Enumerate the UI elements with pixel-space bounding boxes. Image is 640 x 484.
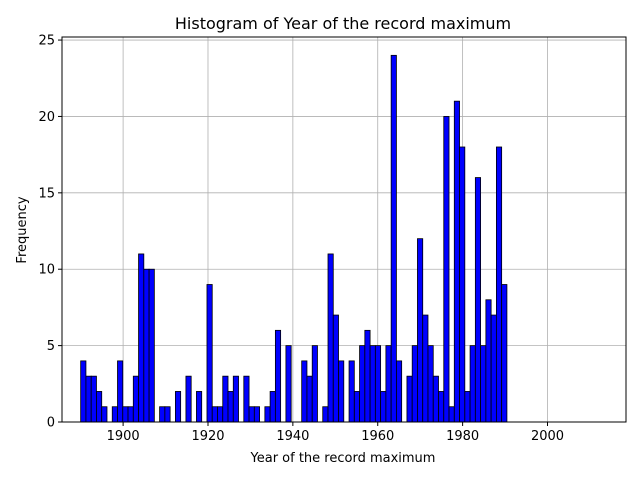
histogram-bar xyxy=(422,314,429,423)
histogram-bar xyxy=(380,391,387,423)
histogram-bar xyxy=(438,391,445,423)
x-tick-label: 1960 xyxy=(361,429,394,444)
histogram-bar xyxy=(480,345,487,423)
histogram-bar xyxy=(138,253,145,423)
histogram-bar xyxy=(474,177,482,423)
x-tick-label: 1940 xyxy=(276,429,309,444)
histogram-bar xyxy=(338,360,345,423)
histogram-bar xyxy=(390,54,397,423)
histogram-bar xyxy=(490,314,497,423)
histogram-bar xyxy=(464,391,471,423)
histogram-bar xyxy=(101,406,108,423)
histogram-bar xyxy=(96,391,103,423)
histogram-bar xyxy=(117,360,124,423)
histogram-bar xyxy=(211,406,218,423)
x-tick-label: 1900 xyxy=(107,429,140,444)
histogram-bar xyxy=(359,345,366,423)
x-tick-label: 2000 xyxy=(531,429,564,444)
histogram-bar xyxy=(495,146,503,423)
histogram-bar xyxy=(469,345,476,423)
histogram-bar xyxy=(411,345,418,423)
histogram-bar xyxy=(364,329,371,423)
histogram-bar xyxy=(306,375,313,423)
histogram-bar xyxy=(348,360,355,423)
histogram-bar xyxy=(311,345,318,423)
bars-layer xyxy=(80,54,508,423)
y-tick-label: 15 xyxy=(38,186,55,201)
histogram-bar xyxy=(90,375,97,423)
histogram-bar xyxy=(369,345,376,423)
histogram-bar xyxy=(443,116,450,423)
histogram-bar xyxy=(322,406,329,423)
x-tick-label: 1920 xyxy=(191,429,224,444)
histogram-bar xyxy=(264,406,271,423)
histogram-bar xyxy=(285,345,292,423)
histogram-bar xyxy=(227,391,234,423)
histogram-bar xyxy=(448,406,455,423)
histogram-bar xyxy=(417,238,424,423)
histogram-bar xyxy=(253,406,260,423)
histogram-bar xyxy=(353,391,360,423)
histogram-bar xyxy=(453,100,460,423)
y-tick-label: 25 xyxy=(38,34,55,49)
histogram-bar xyxy=(374,345,382,423)
histogram-bar xyxy=(122,406,129,423)
histogram-bar xyxy=(85,375,92,423)
histogram-bar xyxy=(459,146,466,423)
histogram-bar xyxy=(501,284,508,423)
histogram-bar xyxy=(301,360,308,423)
histogram-bar xyxy=(385,345,392,423)
y-tick-label: 10 xyxy=(38,263,55,278)
histogram-bar xyxy=(143,268,150,423)
histogram-bar xyxy=(148,268,155,423)
y-tick-label: 20 xyxy=(38,110,55,125)
histogram-bar xyxy=(243,375,250,423)
plot-frame xyxy=(61,36,627,423)
histogram-bar xyxy=(132,375,139,423)
histogram-bar xyxy=(485,299,492,423)
x-tick-label: 1980 xyxy=(446,429,479,444)
histogram-bar xyxy=(206,284,213,423)
histogram-bar xyxy=(396,360,403,423)
histogram-bar xyxy=(217,406,224,423)
histogram-bar xyxy=(274,329,282,423)
histogram-bar xyxy=(127,406,134,423)
histogram-bar xyxy=(269,391,276,423)
histogram-bar xyxy=(332,314,339,423)
y-tick-label: 0 xyxy=(47,416,55,431)
x-axis-label: Year of the record maximum xyxy=(250,451,436,466)
y-tick-label: 5 xyxy=(47,339,55,354)
histogram-bar xyxy=(185,375,192,423)
histogram-bar xyxy=(80,360,87,423)
histogram-bar xyxy=(196,391,203,423)
histogram-bar xyxy=(159,406,166,423)
histogram-bar xyxy=(248,406,255,423)
histogram-bar xyxy=(327,253,334,423)
axes-layer xyxy=(61,36,627,423)
histogram-bar xyxy=(427,345,434,423)
histogram-bar xyxy=(222,375,229,423)
y-axis-label: Frequency xyxy=(15,196,30,263)
histogram-bar xyxy=(406,375,413,423)
histogram-bar xyxy=(232,375,239,423)
histogram-bar xyxy=(164,406,171,423)
histogram-bar xyxy=(111,406,118,423)
chart-title: Histogram of Year of the record maximum xyxy=(175,14,511,33)
ticks-layer: 1900 1920 1940 1960 1980 2000 0 5 10 15 20 25 xyxy=(38,34,564,444)
histogram-bar xyxy=(174,391,182,423)
histogram-bar xyxy=(432,375,439,423)
